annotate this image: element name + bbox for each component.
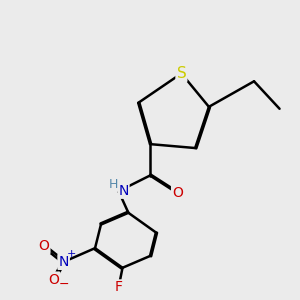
Text: +: + (67, 249, 76, 259)
Text: F: F (115, 280, 123, 294)
Text: N: N (58, 255, 69, 269)
Text: S: S (176, 66, 186, 81)
Text: H: H (109, 178, 119, 191)
Text: O: O (48, 273, 59, 286)
Text: N: N (118, 184, 129, 198)
Text: O: O (172, 186, 183, 200)
Text: O: O (39, 239, 50, 253)
Text: −: − (58, 278, 69, 291)
